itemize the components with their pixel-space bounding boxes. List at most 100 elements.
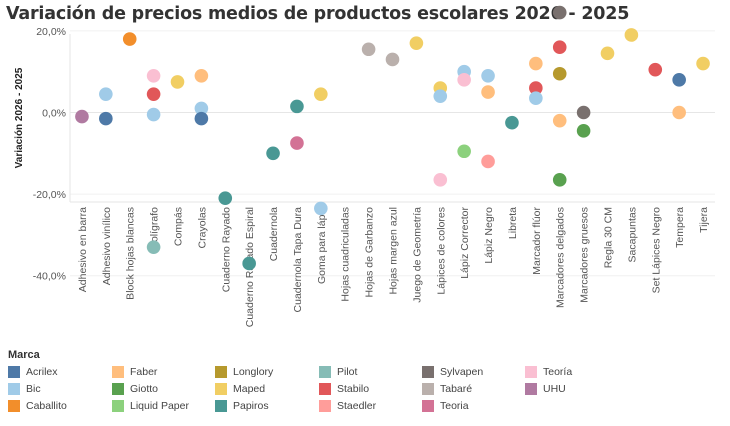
- x-category-label: Compás: [173, 207, 185, 246]
- x-category-label: Lápiz Negro: [483, 207, 495, 264]
- data-point[interactable]: [552, 113, 567, 128]
- data-point[interactable]: [99, 87, 113, 101]
- legend-label: Faber: [130, 366, 158, 378]
- data-point[interactable]: [146, 68, 161, 83]
- data-point[interactable]: [409, 36, 424, 50]
- x-category-label: Lápiz Corrector: [459, 207, 471, 279]
- legend-label: Papiros: [233, 400, 269, 412]
- data-point[interactable]: [481, 85, 495, 99]
- x-category-label: Lápices de colores: [435, 207, 447, 295]
- data-point[interactable]: [433, 173, 448, 187]
- data-point[interactable]: [75, 109, 89, 124]
- data-point[interactable]: [457, 73, 471, 87]
- x-category-label: Sacapuntas: [626, 207, 638, 262]
- data-point[interactable]: [576, 124, 591, 138]
- data-point[interactable]: [194, 101, 209, 116]
- data-point[interactable]: [552, 5, 567, 20]
- legend-item[interactable]: Faber: [112, 365, 157, 379]
- y-axis-label: Variación 2026 - 2025: [14, 67, 25, 168]
- legend-item[interactable]: Acrilex: [8, 365, 58, 379]
- y-tick-label: 20,0%: [36, 26, 66, 38]
- data-point[interactable]: [170, 75, 185, 89]
- data-point[interactable]: [146, 87, 161, 101]
- legend-swatch: [215, 400, 227, 412]
- legend-item[interactable]: Tabaré: [422, 382, 472, 396]
- data-points[interactable]: [75, 0, 710, 271]
- x-category-label: Hojas margen azul: [388, 207, 400, 295]
- legend-label: Tabaré: [440, 383, 473, 395]
- legend-item[interactable]: Sylvapen: [422, 365, 483, 379]
- data-point[interactable]: [361, 42, 376, 57]
- data-point[interactable]: [194, 68, 209, 83]
- legend-swatch: [525, 383, 537, 395]
- data-point[interactable]: [99, 111, 113, 126]
- data-point[interactable]: [146, 240, 161, 254]
- data-point[interactable]: [314, 201, 328, 216]
- legend-item[interactable]: Stabilo: [319, 382, 369, 396]
- legend-item[interactable]: Longlory: [215, 365, 273, 379]
- data-point[interactable]: [672, 105, 686, 120]
- data-point[interactable]: [122, 32, 137, 46]
- data-point[interactable]: [696, 56, 710, 71]
- data-point[interactable]: [266, 146, 280, 161]
- data-point[interactable]: [600, 46, 615, 61]
- data-point[interactable]: [529, 91, 543, 106]
- data-point[interactable]: [481, 154, 495, 169]
- x-category-label: Cuaderno Rayado: [220, 207, 232, 292]
- data-point[interactable]: [290, 136, 304, 150]
- legend-item[interactable]: Pilot: [319, 365, 357, 379]
- data-point[interactable]: [194, 111, 209, 126]
- legend-item[interactable]: Giotto: [112, 382, 158, 396]
- legend-swatch: [215, 383, 227, 395]
- x-category-label: Crayolas: [196, 207, 208, 248]
- legend-item[interactable]: Bic: [8, 382, 41, 396]
- data-point[interactable]: [290, 99, 304, 114]
- data-point[interactable]: [648, 62, 663, 77]
- legend-label: UHU: [543, 383, 566, 395]
- x-category-label: Set Lápices Negro: [650, 207, 662, 294]
- legend-item[interactable]: Papiros: [215, 399, 269, 413]
- legend-label: Acrilex: [26, 366, 58, 378]
- legend-item[interactable]: Maped: [215, 382, 265, 396]
- legend-label: Stabilo: [337, 383, 370, 395]
- legend-label: Teoría: [543, 366, 573, 378]
- legend-label: Liquid Paper: [130, 400, 189, 412]
- data-point[interactable]: [529, 56, 543, 71]
- y-axis: 20,0% 0,0% -20,0% -40,0%: [33, 26, 715, 283]
- legend-item[interactable]: UHU: [525, 382, 566, 396]
- data-point[interactable]: [552, 173, 567, 187]
- data-point[interactable]: [481, 68, 495, 83]
- data-point[interactable]: [457, 144, 471, 159]
- data-point[interactable]: [242, 256, 256, 271]
- data-point[interactable]: [385, 52, 400, 67]
- data-point[interactable]: [433, 89, 448, 103]
- data-point[interactable]: [552, 40, 567, 55]
- data-point[interactable]: [146, 107, 161, 122]
- legend-item[interactable]: Staedler: [319, 399, 376, 413]
- x-axis-categories: Adhesivo en barra Adhesivo vinílico Block …: [77, 207, 710, 328]
- x-category-label: Juego de Geometría: [411, 207, 423, 303]
- legend-title: Marca: [8, 349, 40, 361]
- data-point[interactable]: [314, 87, 328, 101]
- legend-swatch: [8, 400, 20, 412]
- y-tick-label: -40,0%: [33, 271, 66, 283]
- data-point[interactable]: [624, 28, 639, 42]
- legend-swatch: [112, 366, 124, 378]
- x-category-label: Adhesivo en barra: [77, 207, 89, 292]
- legend-item[interactable]: Teoria: [422, 399, 469, 413]
- legend-item[interactable]: Caballito: [8, 399, 67, 413]
- chart-title: Variación de precios medios de productos…: [6, 4, 630, 24]
- data-point[interactable]: [218, 191, 233, 205]
- data-point[interactable]: [552, 66, 567, 81]
- legend-item[interactable]: Teoría: [525, 365, 572, 379]
- data-point[interactable]: [672, 73, 686, 87]
- data-point[interactable]: [529, 81, 543, 95]
- legend-item[interactable]: Liquid Paper: [112, 399, 189, 413]
- data-point[interactable]: [505, 115, 519, 130]
- legend-swatch: [8, 383, 20, 395]
- data-point[interactable]: [576, 105, 591, 120]
- legend-swatch: [215, 366, 227, 378]
- legend-swatch: [319, 366, 331, 378]
- x-category-label: Tijera: [698, 207, 710, 233]
- legend-label: Bic: [26, 383, 41, 395]
